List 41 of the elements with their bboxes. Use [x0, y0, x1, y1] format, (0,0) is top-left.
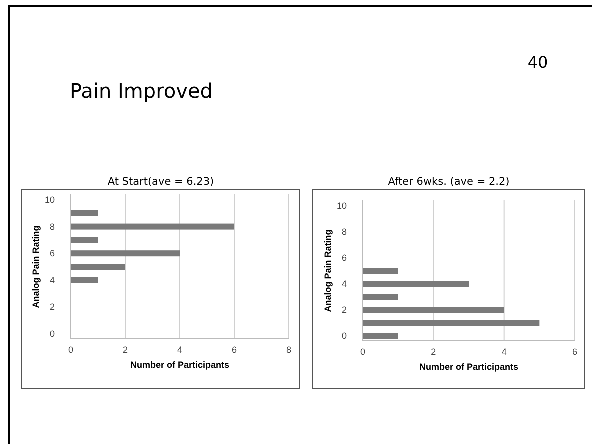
bar — [363, 320, 540, 326]
y-tick-label: 2 — [50, 302, 55, 312]
y-tick-label: 4 — [50, 275, 55, 286]
x-tick-label: 8 — [286, 345, 292, 355]
y-tick-label: 4 — [342, 279, 347, 289]
y-tick-label: 6 — [50, 248, 55, 259]
x-tick-label: 6 — [572, 347, 578, 357]
x-tick-label: 2 — [122, 345, 128, 355]
x-tick-label: 0 — [68, 345, 74, 355]
bar — [363, 281, 469, 287]
y-tick-label: 10 — [336, 201, 347, 211]
y-tick-label: 8 — [342, 227, 347, 237]
chart-title: After 6wks. (ave = 2.2) — [388, 176, 510, 188]
bar — [71, 250, 180, 257]
x-axis-title: Number of Participants — [419, 362, 519, 372]
bar — [71, 277, 98, 284]
x-tick-label: 6 — [232, 345, 238, 355]
bar — [363, 307, 504, 313]
bar — [363, 294, 398, 300]
x-tick-label: 2 — [431, 347, 436, 357]
x-tick-label: 4 — [502, 347, 507, 357]
x-tick-label: 4 — [177, 345, 183, 355]
text: Pain Improved — [70, 79, 213, 103]
y-tick-label: 0 — [50, 329, 55, 339]
y-tick-label: 8 — [50, 222, 55, 232]
bar — [71, 210, 98, 216]
chart-title: At Start(ave = 6.23) — [108, 176, 214, 188]
y-axis-title: Analog Pain Rating — [323, 230, 333, 312]
y-axis-title: Analog Pain Rating — [31, 226, 41, 308]
bar — [363, 333, 398, 339]
y-tick-label: 6 — [342, 253, 347, 263]
x-axis-title: Number of Participants — [130, 360, 230, 370]
y-tick-label: 2 — [342, 305, 347, 315]
y-tick-label: 0 — [342, 331, 347, 341]
bar — [71, 224, 234, 230]
text: 40 — [528, 53, 548, 72]
x-tick-label: 0 — [360, 347, 366, 357]
bar — [71, 264, 126, 270]
bar — [71, 237, 98, 244]
y-tick-label: 10 — [44, 195, 55, 205]
bar — [363, 268, 398, 274]
